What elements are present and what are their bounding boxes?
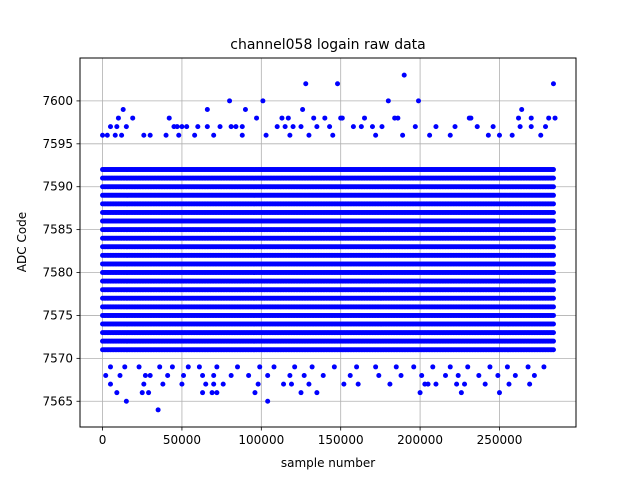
data-point: [550, 347, 556, 353]
data-point: [550, 244, 556, 250]
plot-area: [80, 58, 576, 427]
data-points: [100, 72, 558, 413]
data-point: [550, 270, 556, 276]
data-point: [550, 330, 556, 336]
data-point: [550, 304, 556, 310]
data-point: [550, 312, 556, 318]
data-point: [550, 295, 556, 301]
data-point: [550, 321, 556, 327]
data-point: [550, 252, 556, 258]
data-point: [550, 209, 556, 215]
data-point: [550, 338, 556, 344]
data-point: [550, 227, 556, 233]
data-point: [550, 278, 556, 284]
data-point: [550, 218, 556, 224]
data-point: [550, 287, 556, 293]
data-point: [550, 235, 556, 241]
data-point: [550, 261, 556, 267]
